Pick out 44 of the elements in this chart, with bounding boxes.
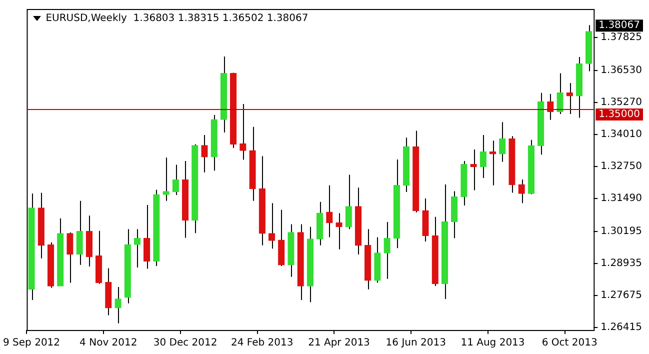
y-tick-label: 1.37825 — [600, 32, 642, 44]
candlestick — [240, 104, 246, 160]
candlestick — [345, 174, 352, 230]
candlestick — [114, 286, 122, 324]
y-tick-label: 1.32750 — [600, 161, 642, 172]
text: 1.38067 — [598, 20, 640, 32]
candlestick — [278, 209, 285, 266]
candlestick — [450, 190, 458, 239]
y-tick-label: 1.27675 — [600, 290, 642, 302]
candlestick — [556, 72, 564, 114]
x-tick-label: 4 Nov 2012 — [80, 338, 138, 349]
chart-title: EURUSD,Weekly 1.36803 1.38315 1.36502 1.38067 — [46, 13, 308, 24]
candlestick — [162, 157, 170, 202]
y-tick-label: 1.28935 — [600, 258, 642, 270]
y-tick-label: 1.26415 — [600, 322, 642, 334]
ref-line-label: 1.35000 — [598, 109, 640, 120]
x-tick-label: 16 Jun 2013 — [386, 338, 446, 349]
x-tick-label: 11 Aug 2013 — [460, 338, 525, 349]
candlestick — [566, 82, 573, 114]
candlestick — [201, 134, 208, 173]
x-tick-label: 6 Oct 2013 — [542, 338, 598, 349]
y-tick-label: 1.31490 — [600, 193, 642, 204]
candlestick — [66, 232, 74, 284]
candlestick — [518, 179, 525, 204]
candlestick — [480, 134, 486, 179]
y-tick-label: 1.35270 — [600, 97, 642, 108]
candlestick — [326, 184, 333, 238]
candlestick — [268, 202, 276, 250]
y-tick-label: 1.30195 — [600, 226, 642, 238]
candlestick — [172, 164, 179, 196]
candlestick — [336, 212, 342, 250]
x-tick-label: 30 Dec 2012 — [153, 338, 218, 349]
candlestick — [470, 149, 477, 191]
y-tick-label: 1.34010 — [600, 129, 642, 140]
candlestick — [499, 122, 506, 162]
x-tick-label: 9 Sep 2012 — [3, 338, 60, 349]
x-tick-label: 21 Apr 2013 — [308, 338, 370, 349]
y-tick-label: 1.36530 — [600, 65, 642, 76]
x-tick-label: 24 Feb 2013 — [231, 338, 294, 349]
candlestick — [134, 228, 141, 268]
candlestick — [144, 204, 150, 270]
candlestick — [422, 198, 429, 242]
candlestick — [384, 221, 390, 280]
candlestick — [76, 200, 83, 266]
